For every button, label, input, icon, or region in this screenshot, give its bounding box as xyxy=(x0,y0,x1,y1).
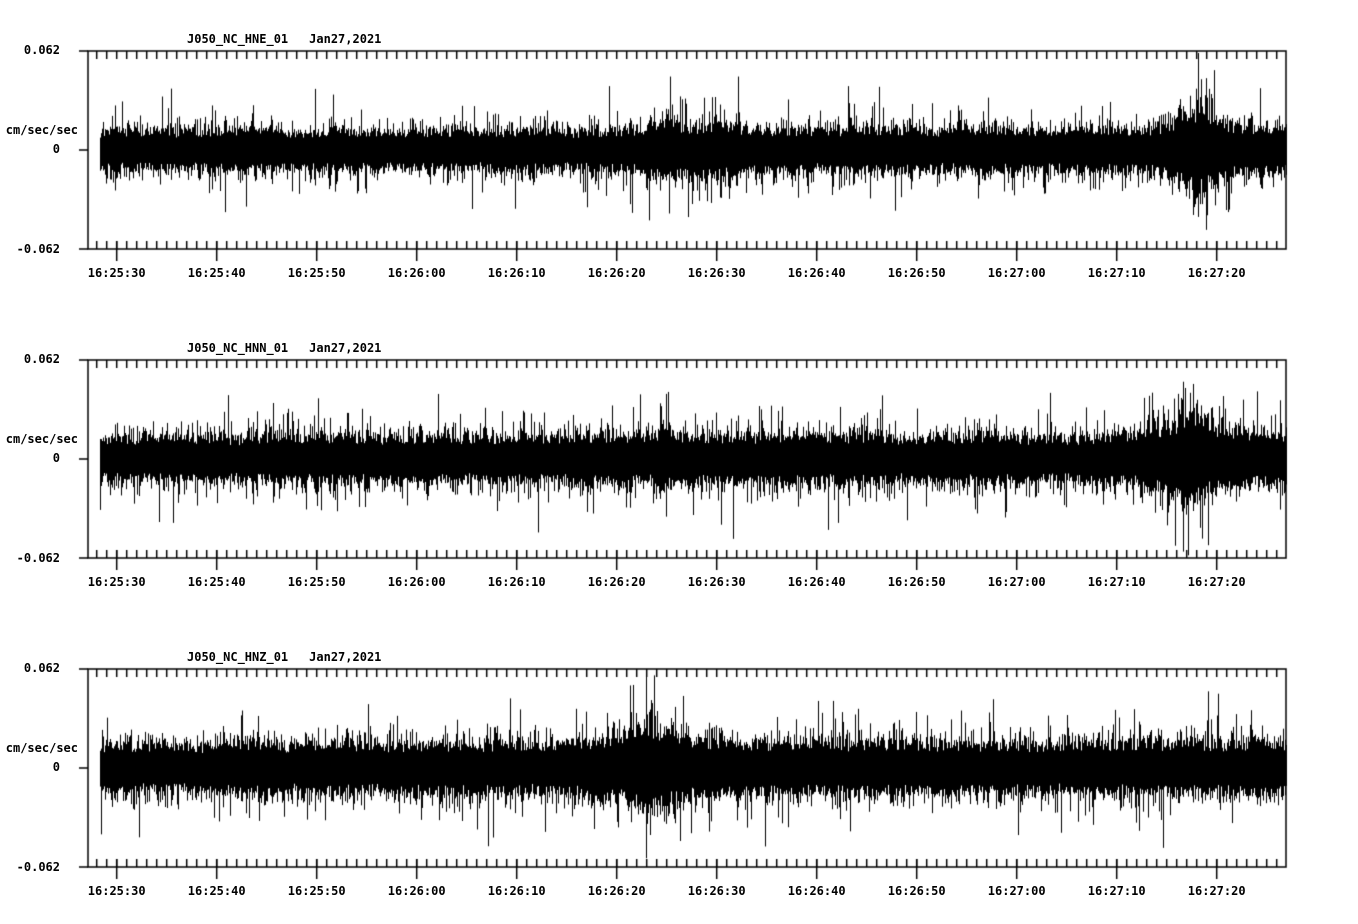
x-axis-tick-label: 16:27:10 xyxy=(1087,884,1146,898)
x-axis-tick-label: 16:26:40 xyxy=(787,575,846,589)
trace-title: J050_NC_HNZ_01 Jan27,2021 xyxy=(187,651,381,664)
y-axis-max-label: 0.062 xyxy=(23,43,60,57)
x-axis-tick-label: 16:25:50 xyxy=(287,266,346,280)
y-axis-units-label: cm/sec/sec xyxy=(5,741,78,755)
x-axis-tick-label: 16:26:50 xyxy=(887,575,946,589)
x-axis-tick-label: 16:26:30 xyxy=(687,884,746,898)
x-axis-tick-label: 16:25:50 xyxy=(287,575,346,589)
x-axis-tick-label: 16:25:40 xyxy=(187,575,246,589)
trace-title: J050_NC_HNE_01 Jan27,2021 xyxy=(187,33,381,46)
x-axis-tick-label: 16:26:00 xyxy=(387,266,446,280)
y-axis-zero-label: 0 xyxy=(52,142,60,156)
x-axis-tick-label: 16:25:30 xyxy=(87,575,146,589)
x-axis-tick-label: 16:26:10 xyxy=(487,884,546,898)
x-axis-tick-label: 16:26:30 xyxy=(687,575,746,589)
y-axis-max-label: 0.062 xyxy=(23,661,60,675)
y-axis-max-label: 0.062 xyxy=(23,352,60,366)
x-axis-tick-label: 16:25:30 xyxy=(87,884,146,898)
y-axis-units-label: cm/sec/sec xyxy=(5,123,78,137)
x-axis-tick-label: 16:26:40 xyxy=(787,884,846,898)
x-axis-tick-label: 16:25:30 xyxy=(87,266,146,280)
x-axis-tick-label: 16:27:00 xyxy=(987,575,1046,589)
trace-date-label: Jan27,2021 xyxy=(309,650,382,664)
y-axis-units-label: cm/sec/sec xyxy=(5,432,78,446)
trace-station-label: J050_NC_HNZ_01 xyxy=(187,650,289,664)
x-axis-tick-label: 16:26:40 xyxy=(787,266,846,280)
trace-station-label: J050_NC_HNE_01 xyxy=(187,32,289,46)
x-axis-tick-label: 16:26:20 xyxy=(587,266,646,280)
x-axis-tick-label: 16:26:20 xyxy=(587,575,646,589)
x-axis-tick-label: 16:26:50 xyxy=(887,266,946,280)
x-axis-tick-label: 16:27:10 xyxy=(1087,575,1146,589)
x-axis-tick-label: 16:27:20 xyxy=(1187,575,1246,589)
x-axis-tick-label: 16:26:10 xyxy=(487,266,546,280)
y-axis-zero-label: 0 xyxy=(52,451,60,465)
x-axis-tick-label: 16:26:20 xyxy=(587,884,646,898)
trace-date-label: Jan27,2021 xyxy=(309,341,382,355)
x-axis-tick-label: 16:26:00 xyxy=(387,884,446,898)
trace-date-label: Jan27,2021 xyxy=(309,32,382,46)
x-axis-tick-label: 16:26:50 xyxy=(887,884,946,898)
y-axis-min-label: -0.062 xyxy=(16,551,60,565)
y-axis-min-label: -0.062 xyxy=(16,860,60,874)
x-axis-tick-label: 16:27:20 xyxy=(1187,884,1246,898)
y-axis-min-label: -0.062 xyxy=(16,242,60,256)
trace-title: J050_NC_HNN_01 Jan27,2021 xyxy=(187,342,381,355)
x-axis-tick-label: 16:27:00 xyxy=(987,884,1046,898)
x-axis-tick-label: 16:25:40 xyxy=(187,266,246,280)
x-axis-tick-label: 16:27:00 xyxy=(987,266,1046,280)
x-axis-tick-label: 16:26:00 xyxy=(387,575,446,589)
x-axis-tick-label: 16:27:10 xyxy=(1087,266,1146,280)
x-axis-tick-label: 16:26:10 xyxy=(487,575,546,589)
y-axis-zero-label: 0 xyxy=(52,760,60,774)
x-axis-tick-label: 16:27:20 xyxy=(1187,266,1246,280)
x-axis-tick-label: 16:25:50 xyxy=(287,884,346,898)
trace-station-label: J050_NC_HNN_01 xyxy=(187,341,289,355)
x-axis-tick-label: 16:25:40 xyxy=(187,884,246,898)
x-axis-tick-label: 16:26:30 xyxy=(687,266,746,280)
